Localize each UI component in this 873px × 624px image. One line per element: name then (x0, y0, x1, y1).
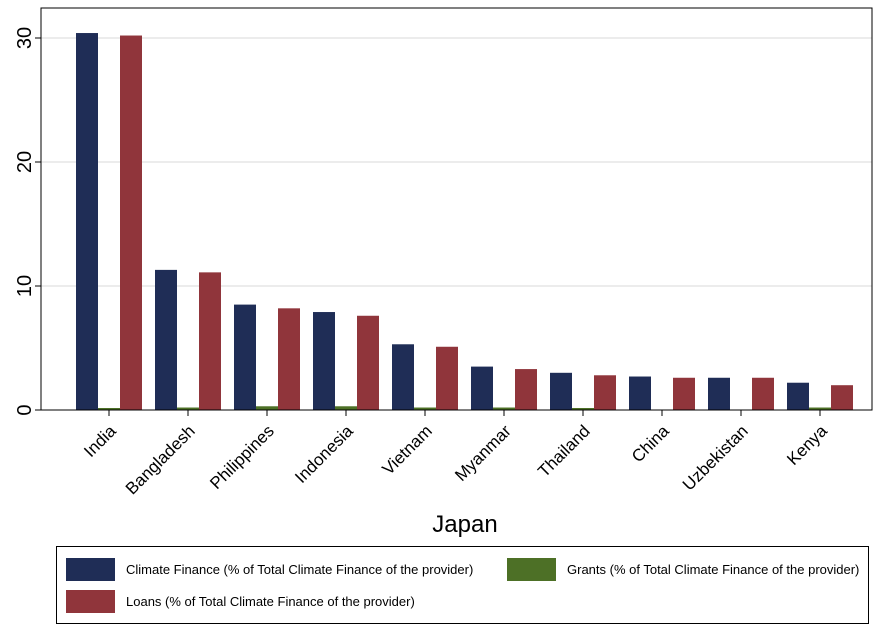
y-axis: 0 10 20 30 (14, 27, 41, 416)
x-tick-label: Vietnam (379, 421, 436, 478)
bar-grants (177, 407, 199, 410)
grid-lines (41, 37, 872, 287)
plot-frame (40, 7, 873, 411)
bar-climate-finance (76, 33, 98, 410)
x-tick-label: Thailand (534, 421, 594, 481)
bar-loans (199, 272, 221, 410)
legend-label-loans: Loans (% of Total Climate Finance of the… (126, 594, 415, 609)
bar-loans (436, 346, 458, 410)
bar-climate-finance (787, 382, 809, 410)
y-tick-label: 20 (14, 151, 36, 173)
bar-climate-finance (708, 377, 730, 410)
x-tick-label: Philippines (206, 421, 278, 493)
legend-label-climate-finance: Climate Finance (% of Total Climate Fina… (126, 562, 474, 577)
x-tick-label: Indonesia (291, 421, 357, 487)
bar-climate-finance (392, 344, 414, 410)
legend: Climate Finance (% of Total Climate Fina… (56, 546, 869, 624)
legend-label-grants: Grants (% of Total Climate Finance of th… (567, 562, 860, 577)
bar-grants (335, 406, 357, 410)
legend-swatch-loans (66, 590, 115, 613)
x-tick-label: India (80, 421, 120, 461)
x-tick-label: China (628, 421, 673, 466)
y-tick-label: 0 (14, 404, 36, 415)
bar-loans (357, 315, 379, 410)
bar-grants (809, 407, 831, 410)
y-tick-label: 10 (14, 275, 36, 297)
bar-loans (673, 377, 695, 410)
bar-loans (120, 35, 142, 411)
bar-grants (414, 407, 436, 410)
bar-climate-finance (550, 372, 572, 410)
bar-grants (572, 408, 594, 410)
bar-loans (594, 375, 616, 410)
legend-swatch-grants (507, 558, 556, 581)
x-tick-label: Myanmar (451, 421, 515, 485)
bar-loans (752, 377, 774, 410)
x-tick-label: Uzbekistan (679, 421, 752, 494)
bar-climate-finance (471, 366, 493, 410)
bar-climate-finance (155, 269, 177, 410)
bar-loans (278, 308, 300, 410)
x-axis: India Bangladesh Philippines Indonesia Vietn… (80, 410, 831, 498)
bars (76, 33, 853, 411)
x-tick-label: Bangladesh (122, 421, 199, 498)
y-tick-label: 30 (14, 27, 36, 49)
bar-loans (515, 369, 537, 410)
bar-climate-finance (629, 376, 651, 410)
bar-climate-finance (234, 304, 256, 410)
legend-item-loans: Loans (% of Total Climate Finance of the… (66, 590, 415, 613)
legend-item-grants: Grants (% of Total Climate Finance of th… (507, 558, 859, 581)
x-tick-label: Kenya (783, 421, 831, 469)
bar-climate-finance (313, 312, 335, 410)
bar-grants (493, 407, 515, 410)
legend-item-climate-finance: Climate Finance (% of Total Climate Fina… (66, 558, 473, 581)
bar-loans (831, 385, 853, 410)
bar-grants (256, 406, 278, 410)
bar-grants (98, 408, 120, 410)
bar-chart: 0 10 20 30 India Bangladesh Philippines Indone… (14, 7, 873, 538)
legend-swatch-climate-finance (66, 558, 115, 581)
x-axis-title: Japan (432, 511, 497, 538)
